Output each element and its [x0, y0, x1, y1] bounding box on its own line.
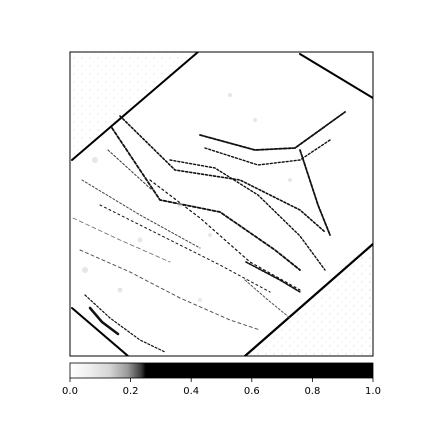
edge-band-5	[299, 149, 331, 236]
edge-band-10	[79, 249, 261, 331]
colorbar: 0.0 0.2 0.4 0.6 0.8 1.0	[62, 362, 381, 397]
edge-band-2	[119, 115, 326, 233]
edge-band-3	[199, 111, 346, 151]
scene-edge-top-right	[299, 53, 373, 99]
scene-edge-bottom-left	[71, 307, 129, 356]
heatmap-image	[69, 51, 374, 357]
scene-outline	[71, 52, 373, 356]
colorbar-ticks: 0.0 0.2 0.4 0.6 0.8 1.0	[62, 378, 381, 397]
colorbar-frame	[69, 362, 374, 379]
edge-band-14	[107, 149, 153, 191]
colorbar-tick-label: 0.8	[304, 386, 320, 397]
edge-band-8	[99, 204, 271, 293]
edge-band-15	[245, 261, 301, 293]
heatmap-frame	[69, 51, 374, 357]
colorbar-tick-label: 0.0	[62, 386, 78, 397]
edge-band-6	[169, 159, 326, 271]
edge-band-11	[84, 294, 166, 353]
colorbar-tick-label: 1.0	[365, 386, 381, 397]
colorbar-tick-label: 0.2	[123, 386, 139, 397]
scene-edge-bottom-right	[243, 242, 373, 356]
scene-edge-top-left	[71, 52, 199, 161]
edge-band-12	[88, 306, 120, 336]
edge-band-16	[244, 279, 291, 319]
edge-band-13	[72, 217, 171, 263]
edge-band-1	[111, 127, 301, 271]
colorbar-fill	[70, 363, 373, 378]
colorbar-tick-label: 0.4	[183, 386, 199, 397]
edge-band-4	[204, 139, 331, 166]
edge-band-7	[149, 179, 301, 291]
colorbar-tick-label: 0.6	[244, 386, 260, 397]
gray-patches	[82, 93, 292, 302]
edge-structures	[72, 111, 346, 353]
edge-band-9	[81, 179, 201, 249]
